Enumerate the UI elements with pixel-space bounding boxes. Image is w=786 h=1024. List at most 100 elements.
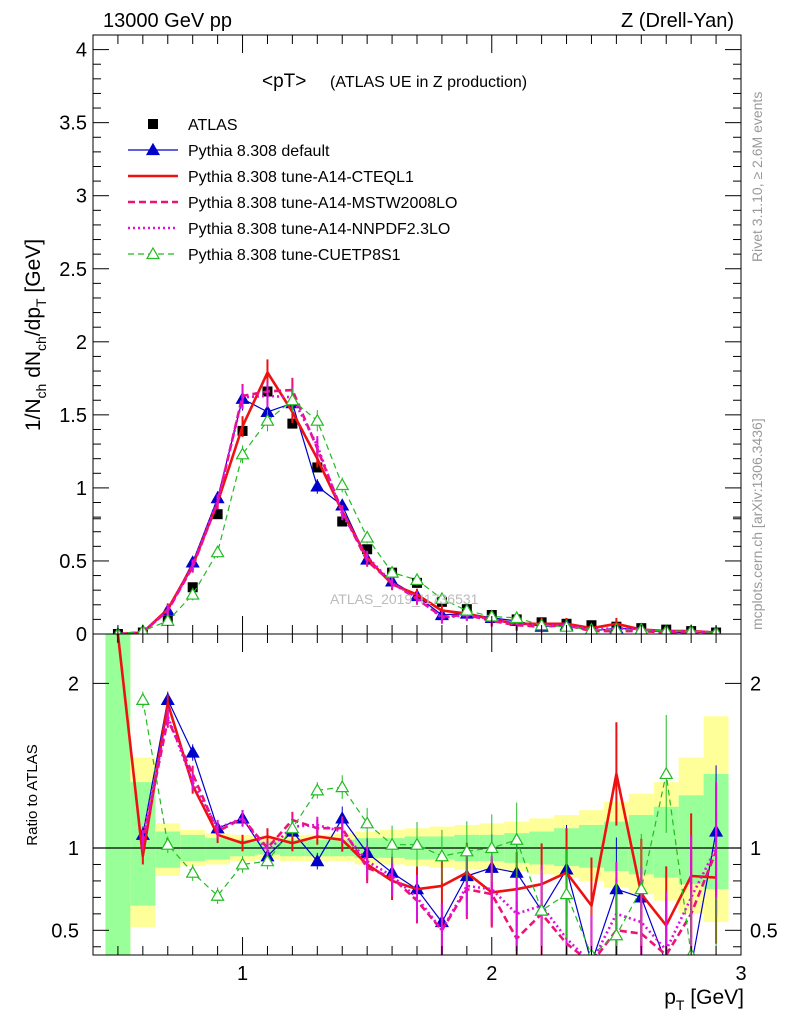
ratio-marker-CUETP8S1 bbox=[459, 844, 474, 857]
ratio-y-tick-label: 2 bbox=[750, 673, 761, 695]
uncertainty-band-stat bbox=[105, 634, 131, 955]
marker-CUETP8S1 bbox=[185, 587, 200, 600]
legend-entry-CTEQL1: Pythia 8.308 tune-A14-CTEQL1 bbox=[128, 169, 414, 186]
ratio-marker-default bbox=[185, 745, 200, 758]
legend-entry-ATLAS: ATLAS bbox=[148, 117, 238, 134]
ratio-line-NNPDF bbox=[141, 714, 718, 955]
legend-entry-NNPDF: Pythia 8.308 tune-A14-NNPDF2.3LO bbox=[128, 221, 450, 238]
legend: ATLAS Pythia 8.308 default Pythia 8.308 tu… bbox=[128, 117, 457, 264]
ratio-marker-default bbox=[585, 957, 597, 968]
legend-marker bbox=[145, 142, 161, 156]
legend-label: Pythia 8.308 tune-A14-CTEQL1 bbox=[188, 169, 414, 186]
ratio-marker-CUETP8S1 bbox=[634, 881, 649, 895]
ratio-marker-CUETP8S1 bbox=[335, 779, 350, 793]
atlas-data-point bbox=[287, 418, 298, 429]
main-panel: 0 0.5 1 1.5 2 2.5 3 3.5 4 ATLAS_2019_I1736531 <p… bbox=[22, 34, 742, 646]
marker-CUETP8S1 bbox=[235, 447, 250, 460]
x-axis-label: pT [GeV] bbox=[664, 986, 744, 1013]
legend-marker bbox=[148, 119, 158, 129]
ratio-marker-CUETP8S1 bbox=[434, 849, 449, 862]
marker-CUETP8S1 bbox=[335, 477, 350, 491]
marker-CUETP8S1 bbox=[360, 530, 375, 543]
ratio-marker-CUETP8S1 bbox=[484, 840, 499, 854]
atlas-data-point bbox=[337, 516, 348, 527]
ratio-marker-CUETP8S1 bbox=[509, 832, 524, 845]
ratio-marker-default bbox=[310, 853, 325, 867]
ratio-marker-default bbox=[685, 961, 697, 972]
x-tick-label: 1 bbox=[237, 963, 248, 985]
legend-marker bbox=[145, 246, 161, 260]
plot-subtitle: (ATLAS UE in Z production) bbox=[330, 74, 527, 91]
ratio-y-tick-label: 2 bbox=[68, 673, 79, 695]
ratio-marker-default bbox=[660, 957, 672, 968]
marker-CUETP8S1 bbox=[434, 591, 449, 605]
legend-label: ATLAS bbox=[188, 117, 238, 134]
x-tick-label: 2 bbox=[486, 963, 497, 985]
plot-title: <pT> bbox=[262, 71, 306, 92]
y-tick-label: 3 bbox=[76, 186, 87, 208]
ratio-marker-CUETP8S1 bbox=[360, 816, 375, 829]
ratio-marker-CUETP8S1 bbox=[559, 886, 574, 900]
marker-CUETP8S1 bbox=[385, 565, 400, 578]
ratio-plot-area bbox=[93, 634, 741, 972]
legend-entry-MSTW: Pythia 8.308 tune-A14-MSTW2008LO bbox=[128, 195, 457, 212]
main-axes: 0 0.5 1 1.5 2 2.5 3 3.5 4 bbox=[59, 35, 741, 646]
ratio-marker-CUETP8S1 bbox=[160, 837, 175, 850]
y-tick-label: 2 bbox=[76, 332, 87, 354]
uncertainty-band-stat bbox=[205, 838, 231, 860]
marker-CUETP8S1 bbox=[509, 610, 524, 624]
x-tick-label: 3 bbox=[735, 963, 746, 985]
mcplots-note: mcplots.cern.ch [arXiv:1306.3436] bbox=[749, 418, 765, 630]
legend-entry-CUETP8S1: Pythia 8.308 tune-CUETP8S1 bbox=[128, 246, 401, 264]
header-left: 13000 GeV pp bbox=[103, 10, 232, 32]
ratio-marker-CUETP8S1 bbox=[135, 692, 150, 705]
ratio-marker-CUETP8S1 bbox=[710, 957, 722, 968]
y-axis-label-ratio: Ratio to ATLAS bbox=[24, 744, 41, 845]
marker-default bbox=[310, 479, 325, 492]
legend-label: Pythia 8.308 tune-A14-NNPDF2.3LO bbox=[188, 221, 450, 238]
ratio-marker-CUETP8S1 bbox=[260, 853, 275, 867]
ratio-marker-CUETP8S1 bbox=[235, 857, 250, 870]
legend-label: Pythia 8.308 tune-A14-MSTW2008LO bbox=[188, 195, 457, 212]
ratio-marker-CUETP8S1 bbox=[659, 766, 674, 780]
marker-CUETP8S1 bbox=[210, 544, 225, 558]
atlas-data-point bbox=[212, 509, 223, 520]
marker-CUETP8S1 bbox=[260, 413, 275, 426]
legend-entry-default: Pythia 8.308 default bbox=[128, 142, 330, 160]
ratio-axes: 0.5 0.5 1 1 2 2 1 2 3 bbox=[51, 518, 778, 985]
ratio-marker-CUETP8S1 bbox=[310, 783, 325, 796]
analysis-watermark: ATLAS_2019_I1736531 bbox=[330, 591, 479, 607]
ratio-marker-CUETP8S1 bbox=[534, 903, 549, 916]
y-tick-label: 2.5 bbox=[59, 259, 87, 281]
y-axis-label-main: 1/Nch dNch/dpT [GeV] bbox=[22, 239, 49, 431]
marker-CUETP8S1 bbox=[310, 413, 325, 426]
ratio-panel: 0.5 0.5 1 1 2 2 1 2 3 Ratio to ATLAS pT [GeV] bbox=[24, 518, 778, 1013]
ratio-marker-CUETP8S1 bbox=[409, 837, 425, 850]
ratio-y-tick-label: 1 bbox=[750, 838, 761, 860]
y-tick-label: 1 bbox=[76, 478, 87, 500]
ratio-marker-CUETP8S1 bbox=[185, 865, 200, 878]
rivet-version-note: Rivet 3.1.10, ≥ 2.6M events bbox=[749, 92, 765, 262]
ratio-y-tick-label: 0.5 bbox=[51, 920, 79, 942]
legend-label: Pythia 8.308 default bbox=[188, 143, 330, 160]
atlas-data-point bbox=[362, 544, 373, 555]
ratio-marker-CUETP8S1 bbox=[210, 888, 225, 901]
y-tick-label: 0 bbox=[76, 624, 87, 646]
main-plot-area bbox=[112, 359, 722, 634]
ratio-line-MSTW bbox=[141, 718, 718, 955]
y-tick-label: 4 bbox=[76, 40, 87, 62]
marker-CUETP8S1 bbox=[459, 603, 474, 616]
ratio-line-CUETP8S1 bbox=[142, 699, 694, 955]
ratio-y-tick-label: 1 bbox=[68, 838, 79, 860]
marker-CUETP8S1 bbox=[285, 393, 300, 406]
y-tick-label: 1.5 bbox=[59, 405, 87, 427]
y-tick-label: 0.5 bbox=[59, 551, 87, 573]
ratio-marker-CUETP8S1 bbox=[609, 928, 624, 941]
legend-label: Pythia 8.308 tune-CUETP8S1 bbox=[188, 247, 401, 264]
header-right: Z (Drell-Yan) bbox=[621, 10, 734, 32]
y-tick-label: 3.5 bbox=[59, 113, 87, 135]
ratio-marker-CUETP8S1 bbox=[285, 821, 300, 834]
ratio-marker-CUETP8S1 bbox=[385, 837, 400, 850]
marker-CUETP8S1 bbox=[409, 572, 425, 586]
